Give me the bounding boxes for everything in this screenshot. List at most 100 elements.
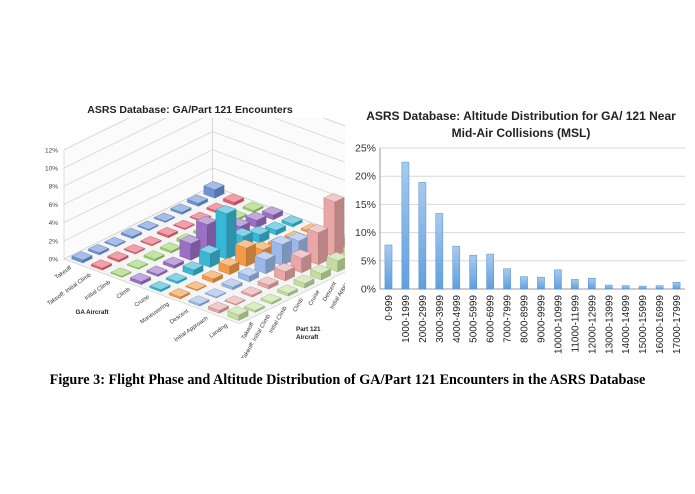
figure-caption: Figure 3: Flight Phase and Altitude Dist… xyxy=(49,372,646,388)
bar-ga0-p0 xyxy=(70,251,94,264)
bar-ga7-p2 xyxy=(239,286,264,298)
z-tick-label: 6% xyxy=(49,202,59,209)
x-tick-label: 11000-11999 xyxy=(570,295,581,353)
bar-ga0-p6 xyxy=(169,203,193,215)
bar-ga7-p5 xyxy=(289,249,313,274)
z-tick-label: 2% xyxy=(49,238,59,245)
ga-phase-label: Takeoff: Initial Climb xyxy=(47,273,93,308)
bar-ga8-p2 xyxy=(259,293,283,305)
bar-1000-1999 xyxy=(401,161,410,290)
z-tick-label: 12% xyxy=(45,147,58,154)
x-tick-label: 17000-17999 xyxy=(672,295,683,354)
x-tick-label: 5000-5999 xyxy=(469,295,480,343)
bar-4000-4999 xyxy=(452,245,461,290)
bar-15000-15999 xyxy=(638,285,647,290)
x-tick-label: 3000-3999 xyxy=(435,295,446,343)
bar-17000-17999 xyxy=(672,281,681,290)
bar-ga8-p4 xyxy=(292,274,316,289)
bar-ga2-p0 xyxy=(109,267,133,278)
bar-ga6-p4 xyxy=(253,251,277,275)
bar-ga6-p2 xyxy=(220,278,244,291)
x-tick-label: 0-999 xyxy=(384,295,395,321)
bar-9000-9999 xyxy=(537,276,545,290)
bar-ga3-p1 xyxy=(145,265,169,278)
bar-ga4-p0 xyxy=(148,280,172,293)
ga-phase-label: Initial Climb xyxy=(84,280,112,302)
ga-phase-label: Descent xyxy=(169,308,190,325)
y-tick-label: 15% xyxy=(355,199,376,211)
bar-ga1-p4 xyxy=(155,226,180,239)
bar-ga4-p3 xyxy=(197,244,222,269)
bar-13000-13999 xyxy=(604,284,613,290)
bar-ga4-p1 xyxy=(164,272,189,285)
ga-phase-label: Climb xyxy=(116,287,132,300)
x-tick-label: 7000-7999 xyxy=(503,295,514,343)
bar-ga3-p3 xyxy=(178,234,202,261)
bar-2000-2999 xyxy=(418,182,427,290)
bar-ga1-p3 xyxy=(139,236,163,247)
bar-7000-7999 xyxy=(503,268,511,290)
x-tick-label: 9000-9999 xyxy=(536,295,547,343)
z-tick-label: 0% xyxy=(49,257,59,264)
x-tick-label: 15000-15999 xyxy=(638,295,649,354)
ga-phase-label: Cruise xyxy=(134,294,151,309)
bar-ga0-p8 xyxy=(202,181,226,199)
part121-phase-label: Cruise xyxy=(308,289,322,307)
bar-ga0-p5 xyxy=(152,212,177,224)
bar-3000-3999 xyxy=(435,213,444,290)
bar-ga8-p1 xyxy=(242,301,267,314)
bar-ga0-p1 xyxy=(86,244,111,256)
bar-ga0-p4 xyxy=(136,220,160,232)
x-tick-label: 13000-13999 xyxy=(604,295,615,354)
bar-ga8-p0 xyxy=(226,306,250,322)
part121-phase-label: Initial Climb xyxy=(268,306,288,335)
bar-ga2-p1 xyxy=(125,259,150,270)
bar-ga5-p2 xyxy=(200,270,225,284)
bar-ga6-p1 xyxy=(203,288,228,299)
y-tick-label: 25% xyxy=(355,143,376,155)
bar-ga8-p6 xyxy=(325,252,345,273)
left-chart-title: ASRS Database: GA/Part 121 Encounters xyxy=(87,104,293,116)
bar-ga1-p5 xyxy=(172,219,196,231)
y-tick-label: 5% xyxy=(361,255,376,267)
bar-ga8-p3 xyxy=(275,284,300,297)
bar-12000-12999 xyxy=(587,278,596,290)
bar-ga4-p7 xyxy=(263,221,288,236)
bar-ga5-p1 xyxy=(184,281,208,292)
z-tick-label: 10% xyxy=(45,166,58,173)
ga-phase-label: Takeoff xyxy=(54,265,73,281)
bar-16000-16999 xyxy=(655,285,664,290)
x-tick-label: 16000-16999 xyxy=(655,295,666,354)
x-tick-label: 1000-1999 xyxy=(401,295,412,343)
z-gridline xyxy=(63,118,345,187)
bar-ga7-p7 xyxy=(322,193,345,258)
bar-ga8-p5 xyxy=(308,264,333,281)
bar-ga7-p4 xyxy=(272,262,297,282)
bar-ga3-p2 xyxy=(161,256,186,269)
bar-ga7-p0 xyxy=(206,301,231,314)
bar-ga2-p2 xyxy=(142,250,166,262)
bar-6000-6999 xyxy=(486,253,494,290)
bar-ga4-p2 xyxy=(181,261,205,277)
z-gridline xyxy=(63,149,345,223)
bar-ga2-p8 xyxy=(241,201,265,214)
y-tick-label: 0% xyxy=(361,284,376,296)
x-tick-label: 8000-8999 xyxy=(520,295,531,343)
bar-ga4-p4 xyxy=(214,204,238,260)
bar-ga5-p4 xyxy=(233,239,258,268)
bar-5000-5999 xyxy=(469,254,478,290)
bar-ga0-p7 xyxy=(185,194,210,207)
z-gridline xyxy=(63,118,345,151)
ga-phase-label: Maneuvering xyxy=(140,301,171,325)
bar-ga7-p6 xyxy=(305,223,330,266)
bar-8000-8999 xyxy=(520,276,528,290)
z-tick-label: 8% xyxy=(49,184,59,191)
bar-ga0-p3 xyxy=(119,227,144,240)
bar-ga6-p0 xyxy=(187,295,211,307)
z-tick-label: 4% xyxy=(49,220,59,227)
y-tick-label: 10% xyxy=(355,227,376,239)
bar-ga6-p3 xyxy=(236,267,261,283)
x-tick-label: 10000-10999 xyxy=(553,295,564,354)
bar-ga3-p0 xyxy=(128,272,153,286)
